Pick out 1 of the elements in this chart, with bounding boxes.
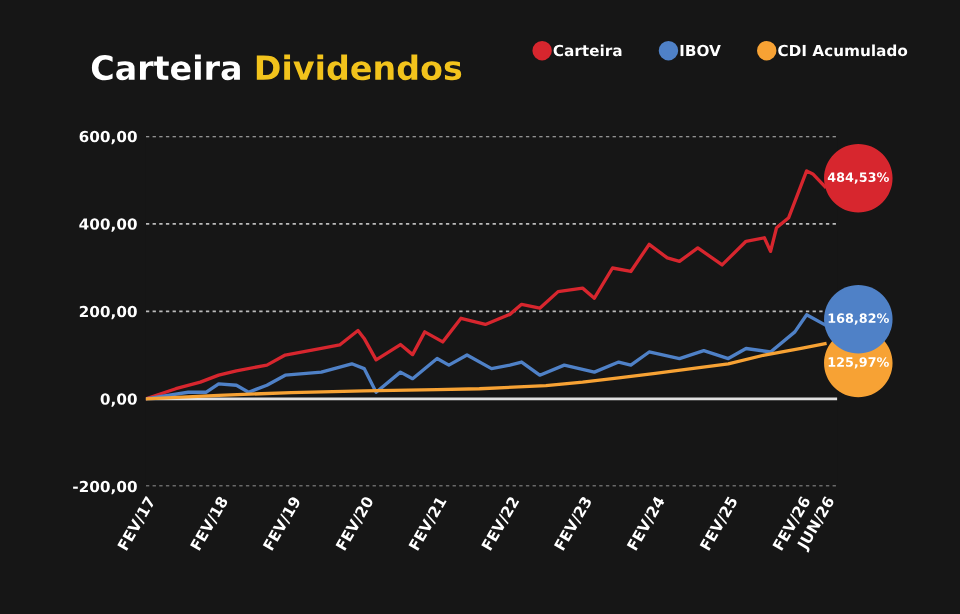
chart-title: Carteira Dividendos — [91, 54, 462, 81]
